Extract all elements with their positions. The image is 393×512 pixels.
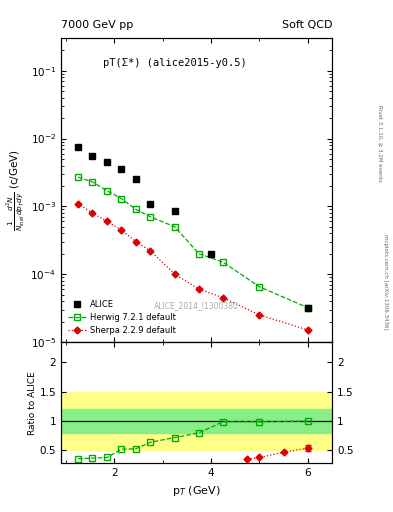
Text: pT(Σ*) (alice2015-y0.5): pT(Σ*) (alice2015-y0.5) bbox=[103, 58, 247, 68]
Text: mcplots.cern.ch [arXiv:1306.3436]: mcplots.cern.ch [arXiv:1306.3436] bbox=[383, 234, 387, 329]
Legend: ALICE, Herwig 7.2.1 default, Sherpa 2.2.9 default: ALICE, Herwig 7.2.1 default, Sherpa 2.2.… bbox=[65, 297, 178, 338]
Y-axis label: $\frac{1}{N_{inel}}\frac{d^{2}N}{dp_{T}dy}$ (c/GeV): $\frac{1}{N_{inel}}\frac{d^{2}N}{dp_{T}d… bbox=[6, 149, 26, 231]
Text: ALICE_2014_I1300380: ALICE_2014_I1300380 bbox=[154, 301, 239, 310]
Bar bbox=[61, 392, 332, 451]
Y-axis label: Ratio to ALICE: Ratio to ALICE bbox=[28, 371, 37, 435]
Text: Rivet 3.1.10, ≥ 3.2M events: Rivet 3.1.10, ≥ 3.2M events bbox=[377, 105, 382, 182]
Bar bbox=[61, 410, 332, 433]
Text: 7000 GeV pp: 7000 GeV pp bbox=[61, 19, 133, 30]
Text: Soft QCD: Soft QCD bbox=[282, 19, 332, 30]
X-axis label: p$_{T}$ (GeV): p$_{T}$ (GeV) bbox=[172, 484, 221, 498]
